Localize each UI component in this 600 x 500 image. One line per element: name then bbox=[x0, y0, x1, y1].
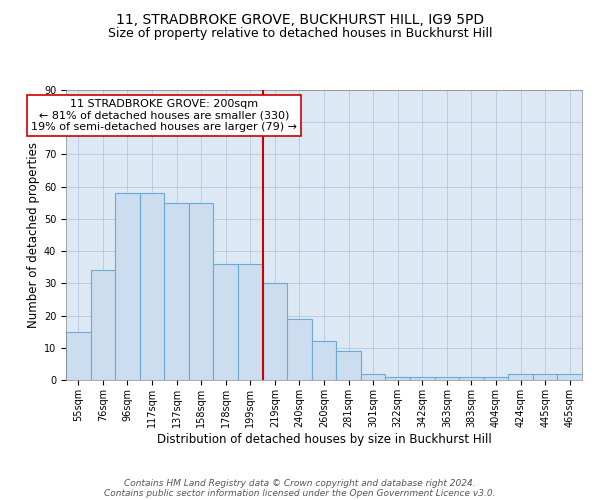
Bar bbox=[459, 377, 484, 380]
Bar bbox=[263, 284, 287, 380]
Bar bbox=[557, 374, 582, 380]
Bar bbox=[385, 377, 410, 380]
Bar bbox=[66, 332, 91, 380]
Bar bbox=[336, 351, 361, 380]
Bar bbox=[484, 377, 508, 380]
Bar bbox=[164, 203, 189, 380]
Bar bbox=[189, 203, 214, 380]
Bar bbox=[434, 377, 459, 380]
Bar bbox=[508, 374, 533, 380]
Bar bbox=[410, 377, 434, 380]
Bar bbox=[361, 374, 385, 380]
Bar bbox=[287, 319, 312, 380]
Text: Contains HM Land Registry data © Crown copyright and database right 2024.: Contains HM Land Registry data © Crown c… bbox=[124, 478, 476, 488]
Bar bbox=[140, 193, 164, 380]
Bar bbox=[238, 264, 263, 380]
Text: Size of property relative to detached houses in Buckhurst Hill: Size of property relative to detached ho… bbox=[108, 28, 492, 40]
Text: 11 STRADBROKE GROVE: 200sqm
← 81% of detached houses are smaller (330)
19% of se: 11 STRADBROKE GROVE: 200sqm ← 81% of det… bbox=[31, 98, 297, 132]
Text: 11, STRADBROKE GROVE, BUCKHURST HILL, IG9 5PD: 11, STRADBROKE GROVE, BUCKHURST HILL, IG… bbox=[116, 12, 484, 26]
Bar bbox=[91, 270, 115, 380]
Y-axis label: Number of detached properties: Number of detached properties bbox=[27, 142, 40, 328]
Bar bbox=[533, 374, 557, 380]
Bar bbox=[115, 193, 140, 380]
Bar bbox=[214, 264, 238, 380]
Bar bbox=[312, 342, 336, 380]
X-axis label: Distribution of detached houses by size in Buckhurst Hill: Distribution of detached houses by size … bbox=[157, 432, 491, 446]
Text: Contains public sector information licensed under the Open Government Licence v3: Contains public sector information licen… bbox=[104, 488, 496, 498]
